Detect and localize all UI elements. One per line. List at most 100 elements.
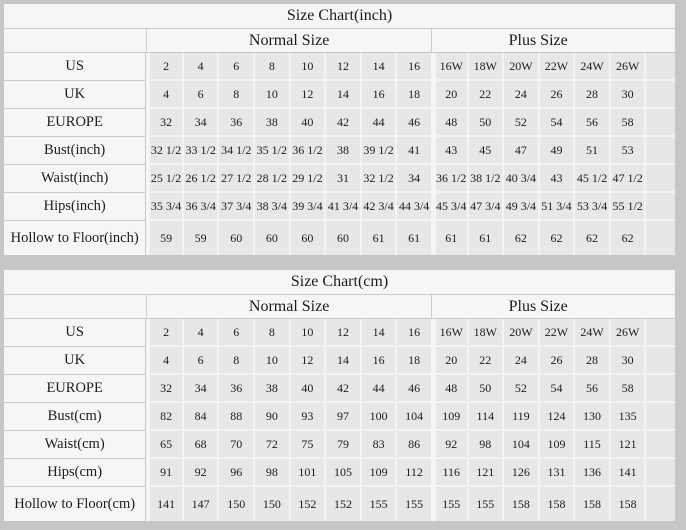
size-row-hips-cm: Hips(cm) 91 92 96 98 101 105 109 112 116 121 126 131… xyxy=(4,459,675,487)
size-row-waist-cm: Waist(cm) 65 68 70 72 75 79 83 86 92 98 104 109 115 12… xyxy=(4,431,675,459)
size-cell: 8 xyxy=(217,347,254,375)
size-row-waist-inch: Waist(inch) 25 1/2 26 1/2 27 1/2 28 1/2 29 1/… xyxy=(4,165,675,193)
size-cell: 54 xyxy=(537,375,574,403)
group-normal-size: Normal Size xyxy=(146,29,431,53)
size-cell: 16 xyxy=(395,319,431,347)
row-label: US xyxy=(4,319,147,347)
empty-cell xyxy=(644,165,675,193)
size-cell: 42 3/4 xyxy=(359,193,396,221)
size-cell: 34 xyxy=(395,165,431,193)
size-cell: 155 xyxy=(430,487,467,521)
size-cell: 141 xyxy=(608,459,645,487)
size-cell: 52 xyxy=(502,375,538,403)
size-cell: 10 xyxy=(288,319,325,347)
size-cell: 52 xyxy=(502,109,538,137)
size-cell: 6 xyxy=(217,53,254,81)
size-cell: 47 1/2 xyxy=(608,165,645,193)
size-cell: 40 xyxy=(288,375,325,403)
size-cell: 158 xyxy=(608,487,645,521)
size-cell: 12 xyxy=(324,319,360,347)
size-cell: 83 xyxy=(359,431,396,459)
size-cell: 24W xyxy=(573,53,609,81)
size-cell: 34 xyxy=(181,375,218,403)
size-row-hollow-to-floor-cm: Hollow to Floor(cm) 141 147 150 150 152 152 155… xyxy=(4,487,675,521)
size-cell: 104 xyxy=(502,431,538,459)
size-chart-cm: Size Chart(cm) Normal Size Plus Size US 2… xyxy=(4,270,686,521)
size-cell: 22 xyxy=(466,347,503,375)
size-cell: 32 1/2 xyxy=(146,137,182,165)
size-cell: 28 xyxy=(573,347,609,375)
empty-cell xyxy=(644,81,675,109)
size-cell: 14 xyxy=(324,347,360,375)
size-cell: 45 xyxy=(466,137,503,165)
size-cell: 36 3/4 xyxy=(181,193,218,221)
size-row-uk: UK 4 6 8 10 12 14 16 18 20 22 24 26 28 30 xyxy=(4,347,675,375)
empty-cell xyxy=(644,347,675,375)
size-cell: 45 3/4 xyxy=(430,193,467,221)
size-cell: 27 1/2 xyxy=(217,165,254,193)
size-cell: 10 xyxy=(253,347,289,375)
size-cell: 26W xyxy=(608,319,645,347)
size-chart-inch-table: Size Chart(inch) Normal Size Plus Size U… xyxy=(4,4,675,255)
row-label: Hollow to Floor(inch) xyxy=(4,221,147,255)
size-cell: 36 1/2 xyxy=(288,137,325,165)
size-cell: 61 xyxy=(466,221,503,255)
size-cell: 62 xyxy=(573,221,609,255)
size-cell: 79 xyxy=(324,431,360,459)
size-cell: 38 xyxy=(324,137,360,165)
size-cell: 30 xyxy=(608,81,645,109)
size-cell: 2 xyxy=(146,53,182,81)
size-cell: 47 3/4 xyxy=(466,193,503,221)
size-cell: 44 xyxy=(359,109,396,137)
size-cell: 26 1/2 xyxy=(181,165,218,193)
table-title: Size Chart(inch) xyxy=(4,4,675,29)
group-plus-size: Plus Size xyxy=(430,29,645,53)
empty-cell xyxy=(644,221,675,255)
row-label: Waist(cm) xyxy=(4,431,147,459)
size-cell: 4 xyxy=(181,53,218,81)
size-cell: 112 xyxy=(395,459,431,487)
size-cell: 70 xyxy=(217,431,254,459)
size-cell: 14 xyxy=(359,319,396,347)
size-cell: 12 xyxy=(324,53,360,81)
size-cell: 46 xyxy=(395,109,431,137)
size-row-bust-cm: Bust(cm) 82 84 88 90 93 97 100 104 109 114 119 124 13… xyxy=(4,403,675,431)
size-cell: 42 xyxy=(324,109,360,137)
size-cell: 8 xyxy=(253,319,289,347)
size-cell: 155 xyxy=(395,487,431,521)
size-cell: 24W xyxy=(573,319,609,347)
empty-cell xyxy=(644,53,675,81)
size-row-us: US 2 4 6 8 10 12 14 16 16W 18W 20W 22W 24W 26W xyxy=(4,53,675,81)
empty-cell xyxy=(644,431,675,459)
size-cell: 92 xyxy=(430,431,467,459)
size-cell: 105 xyxy=(324,459,360,487)
size-cell: 51 3/4 xyxy=(537,193,574,221)
size-cell: 32 1/2 xyxy=(359,165,396,193)
table-body: US 2 4 6 8 10 12 14 16 16W 18W 20W 22W 24W 26W UK 4 6 8 10 1… xyxy=(4,53,675,255)
size-chart-inch: Size Chart(inch) Normal Size Plus Size U… xyxy=(4,4,686,255)
size-cell: 150 xyxy=(217,487,254,521)
size-cell: 18W xyxy=(466,319,503,347)
row-label: Bust(inch) xyxy=(4,137,147,165)
size-cell: 38 xyxy=(253,109,289,137)
size-cell: 50 xyxy=(466,375,503,403)
size-cell: 10 xyxy=(253,81,289,109)
size-cell: 109 xyxy=(430,403,467,431)
size-cell: 24 xyxy=(502,81,538,109)
size-cell: 65 xyxy=(146,431,182,459)
size-cell: 14 xyxy=(324,81,360,109)
group-plus-size: Plus Size xyxy=(430,295,645,319)
size-cell: 121 xyxy=(466,459,503,487)
size-cell: 37 3/4 xyxy=(217,193,254,221)
size-cell: 10 xyxy=(288,53,325,81)
size-cell: 135 xyxy=(608,403,645,431)
size-cell: 31 xyxy=(324,165,360,193)
size-cell: 51 xyxy=(573,137,609,165)
size-cell: 24 xyxy=(502,347,538,375)
size-cell: 6 xyxy=(181,81,218,109)
size-cell: 40 3/4 xyxy=(502,165,538,193)
size-row-uk: UK 4 6 8 10 12 14 16 18 20 22 24 26 28 30 xyxy=(4,81,675,109)
group-normal-size: Normal Size xyxy=(146,295,431,319)
size-cell: 124 xyxy=(537,403,574,431)
